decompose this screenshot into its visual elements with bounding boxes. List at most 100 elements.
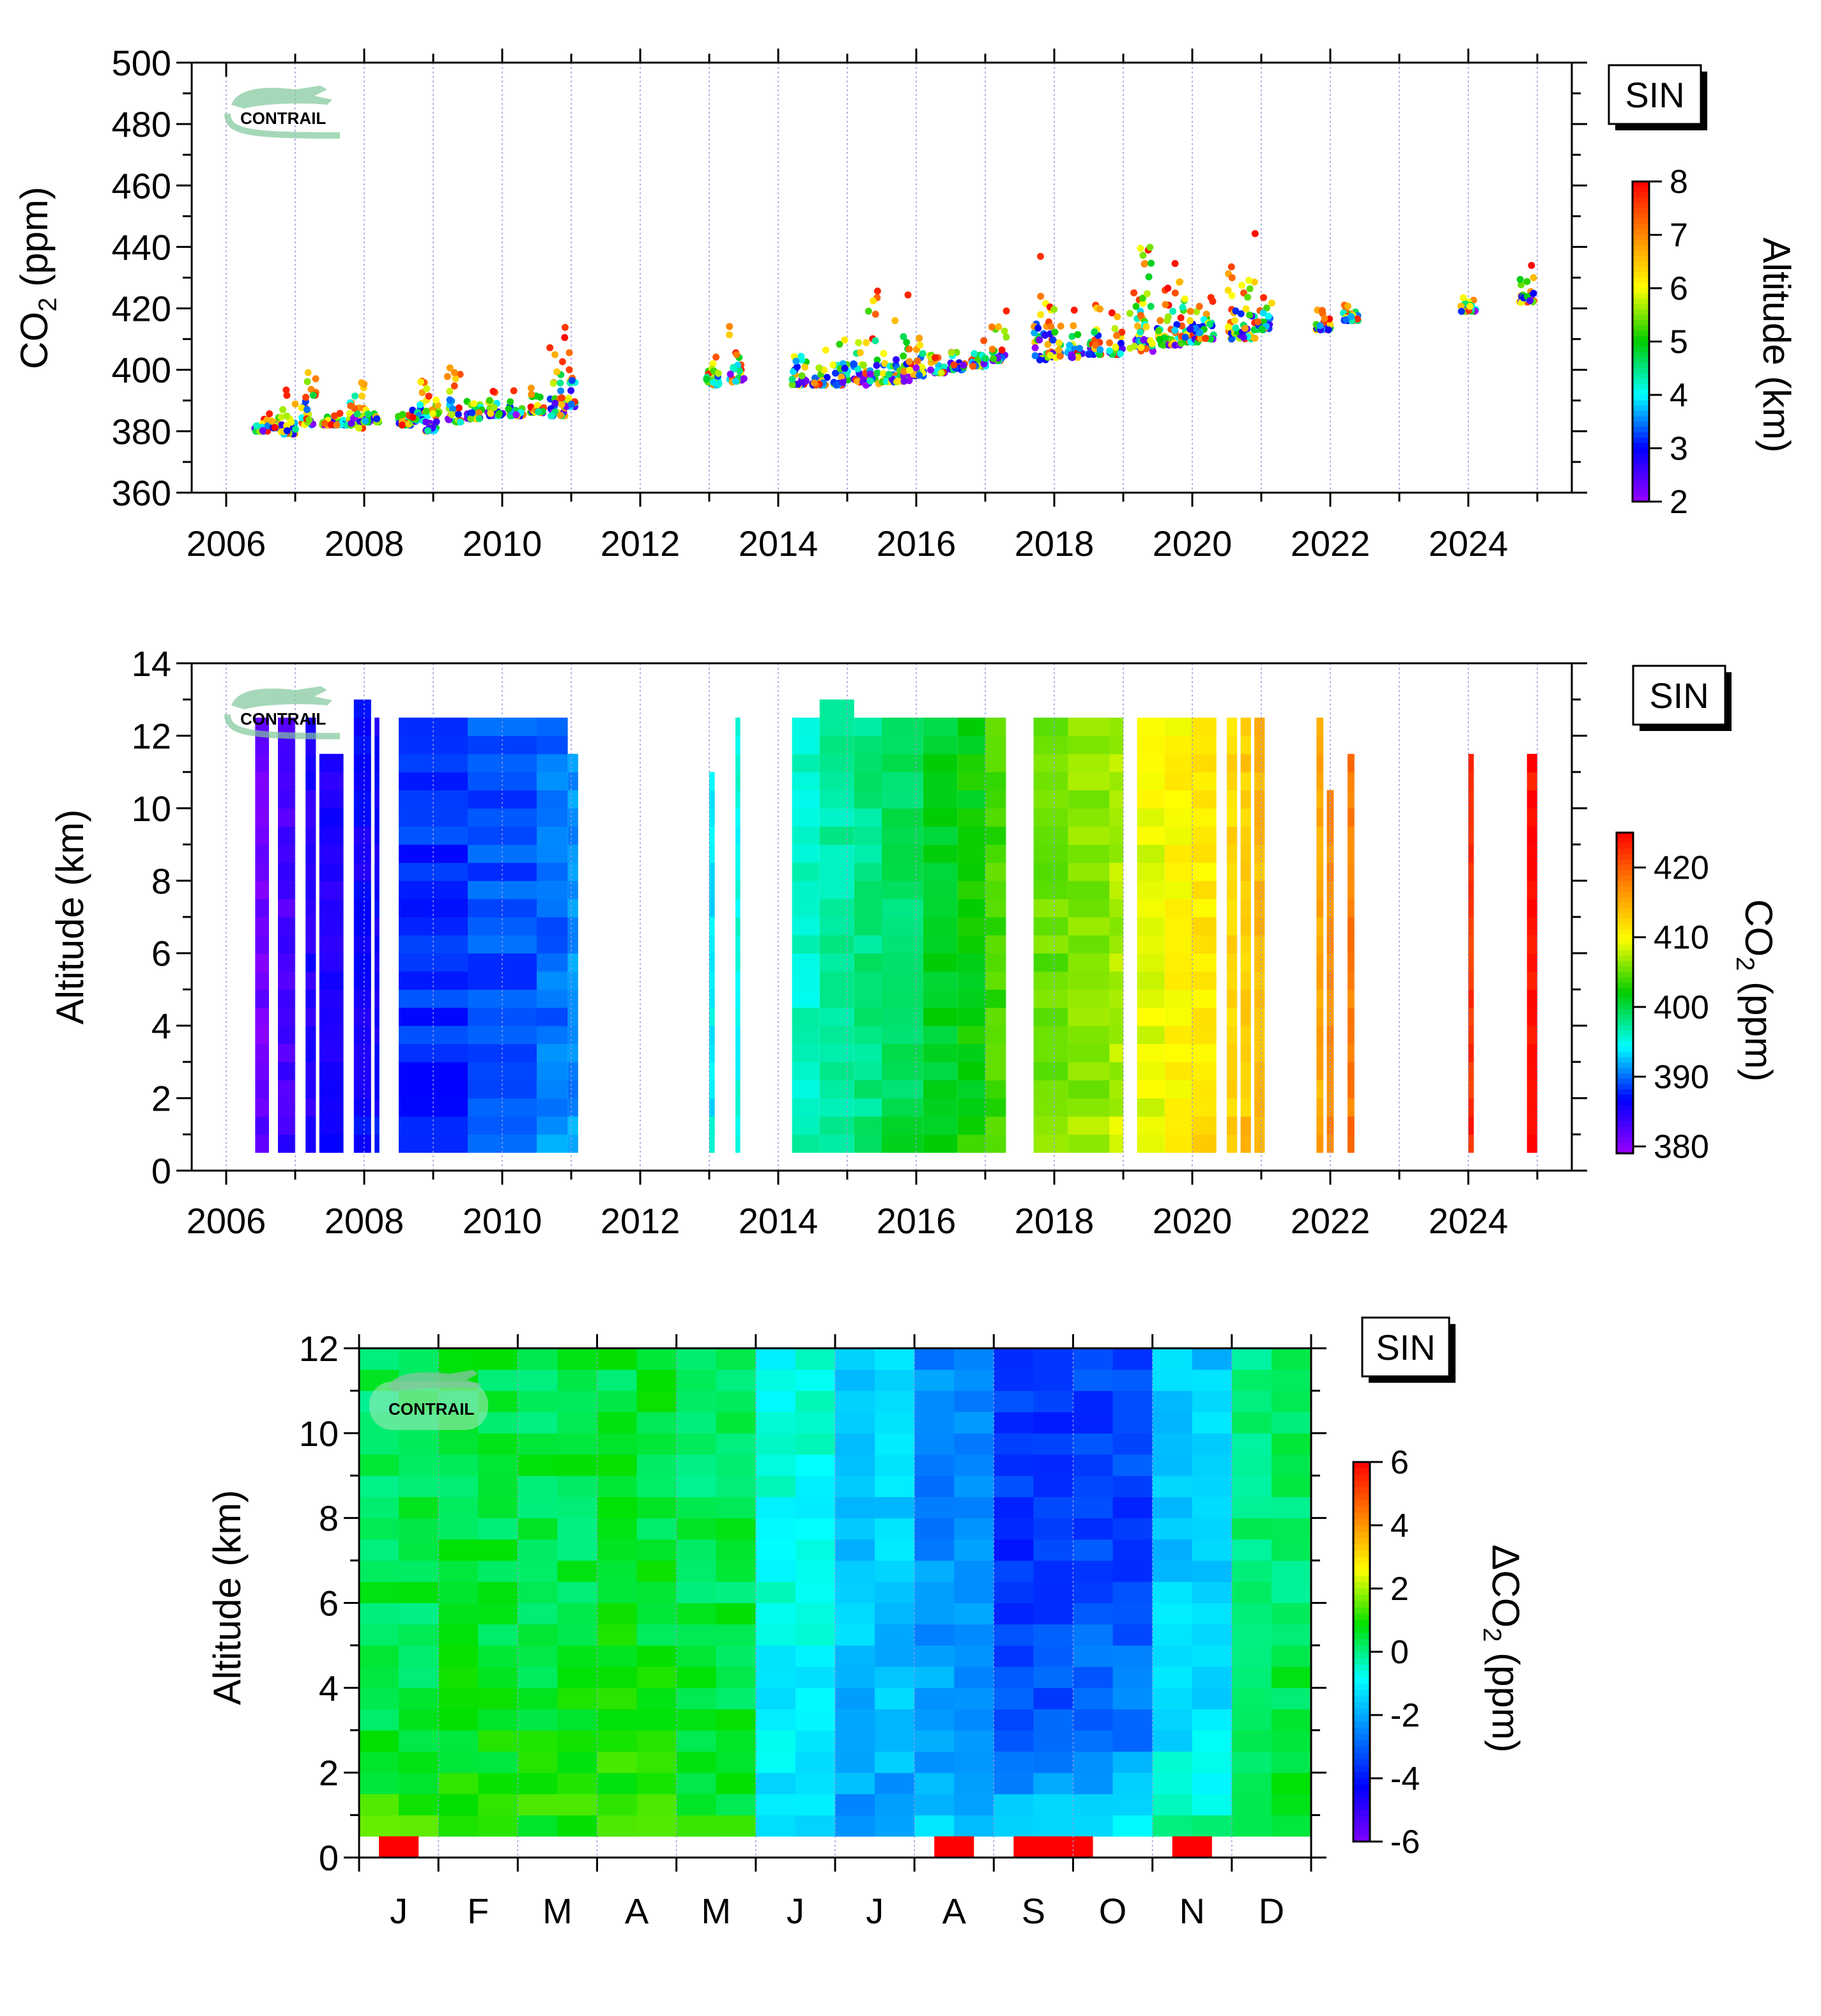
data-point bbox=[1325, 326, 1332, 334]
anomaly-cell bbox=[795, 1730, 836, 1752]
curtain-cell bbox=[1137, 772, 1165, 790]
curtain-cell bbox=[305, 753, 316, 773]
data-point bbox=[866, 377, 874, 385]
anomaly-cell bbox=[636, 1433, 677, 1455]
anomaly-cell bbox=[597, 1581, 638, 1603]
data-point bbox=[1037, 293, 1045, 300]
anomaly-cell bbox=[954, 1794, 994, 1816]
data-point bbox=[1133, 322, 1141, 330]
curtain-cell bbox=[854, 1116, 882, 1135]
anomaly-cell bbox=[636, 1709, 677, 1731]
x-tick-label: 2014 bbox=[739, 523, 818, 564]
curtain-cell bbox=[735, 772, 741, 790]
surface-marker bbox=[379, 1836, 419, 1858]
data-point bbox=[1145, 273, 1153, 281]
colorbar-segment bbox=[1633, 485, 1649, 492]
anomaly-cell bbox=[875, 1390, 915, 1413]
curtain-cell bbox=[353, 790, 371, 809]
curtain-cell bbox=[923, 1026, 958, 1044]
curtain-cell bbox=[1526, 844, 1537, 863]
curtain-cell bbox=[957, 753, 985, 773]
data-point bbox=[1238, 282, 1246, 289]
curtain-cell bbox=[1526, 790, 1537, 809]
curtain-cell bbox=[1227, 718, 1238, 736]
anomaly-cell bbox=[1152, 1624, 1193, 1646]
data-point bbox=[1318, 307, 1326, 314]
data-point bbox=[832, 369, 840, 377]
curtain-cell bbox=[1227, 1080, 1238, 1099]
data-point bbox=[1181, 295, 1188, 303]
data-point bbox=[905, 345, 913, 353]
anomaly-cell bbox=[1112, 1475, 1153, 1497]
data-point bbox=[510, 387, 518, 394]
curtain-cell bbox=[709, 1043, 715, 1063]
curtain-cell bbox=[1348, 881, 1355, 900]
curtain-cell bbox=[792, 971, 820, 990]
anomaly-cell bbox=[676, 1624, 717, 1646]
colorbar-segment bbox=[1617, 1127, 1633, 1133]
curtain-cell bbox=[353, 898, 371, 918]
curtain-cell bbox=[305, 862, 316, 881]
curtain-cell bbox=[537, 808, 568, 827]
data-point bbox=[336, 410, 344, 417]
curtain-cell bbox=[854, 772, 882, 790]
data-point bbox=[1070, 306, 1078, 314]
anomaly-cell bbox=[359, 1603, 399, 1625]
anomaly-cell bbox=[1073, 1560, 1114, 1582]
anomaly-cell bbox=[1152, 1454, 1193, 1476]
curtain-cell bbox=[1348, 917, 1355, 935]
data-point bbox=[1047, 351, 1054, 359]
curtain-cell bbox=[985, 1061, 1006, 1081]
data-point bbox=[836, 341, 843, 348]
data-point bbox=[422, 407, 430, 415]
anomaly-cell bbox=[1152, 1773, 1193, 1794]
curtain-cell bbox=[957, 989, 985, 1008]
data-point bbox=[1326, 321, 1334, 328]
anomaly-cell bbox=[359, 1730, 399, 1752]
curtain-cell bbox=[1033, 844, 1068, 863]
data-point bbox=[841, 365, 849, 373]
curtain-cell bbox=[374, 753, 380, 773]
data-point bbox=[1001, 327, 1008, 335]
y-tick-label: 12 bbox=[299, 1328, 339, 1369]
curtain-cell bbox=[278, 953, 295, 972]
data-point bbox=[266, 410, 273, 418]
x-tick-label: 2022 bbox=[1291, 1201, 1371, 1241]
data-point bbox=[456, 371, 464, 378]
curtain-cell bbox=[1468, 790, 1474, 809]
data-point bbox=[1139, 295, 1146, 302]
curtain-cell bbox=[1227, 971, 1238, 990]
curtain-cell bbox=[1240, 917, 1251, 935]
curtain-cell bbox=[1164, 844, 1192, 863]
anomaly-cell bbox=[1271, 1815, 1312, 1837]
data-point bbox=[810, 379, 818, 387]
anomaly-cell bbox=[399, 1688, 439, 1710]
curtain-cell bbox=[305, 808, 316, 827]
anomaly-cell bbox=[399, 1603, 439, 1625]
anomaly-cell bbox=[716, 1390, 757, 1413]
x-tick-label: 2006 bbox=[187, 523, 266, 564]
anomaly-cell bbox=[994, 1815, 1034, 1837]
anomaly-cell bbox=[597, 1666, 638, 1688]
curtain-cell bbox=[567, 1080, 578, 1099]
anomaly-cell bbox=[1073, 1475, 1114, 1497]
data-point bbox=[1195, 303, 1203, 311]
colorbar-segment bbox=[1633, 496, 1649, 502]
data-point bbox=[1160, 341, 1167, 349]
anomaly-cell bbox=[557, 1390, 597, 1413]
curtain-cell bbox=[854, 1134, 882, 1153]
curtain-cell bbox=[353, 772, 371, 790]
anomaly-cell bbox=[597, 1433, 638, 1455]
anomaly-cell bbox=[755, 1603, 796, 1625]
curtain-cell bbox=[1192, 989, 1217, 1008]
colorbar-segment bbox=[1617, 960, 1633, 967]
anomaly-cell bbox=[676, 1539, 717, 1561]
anomaly-cell bbox=[994, 1730, 1034, 1752]
anomaly-cell bbox=[1192, 1603, 1233, 1625]
colorbar-segment bbox=[1633, 261, 1649, 268]
anomaly-cell bbox=[438, 1730, 479, 1752]
anomaly-cell bbox=[1112, 1773, 1153, 1794]
curtain-cell bbox=[882, 917, 923, 935]
anomaly-cell bbox=[994, 1454, 1034, 1476]
curtain-cell bbox=[882, 826, 923, 845]
